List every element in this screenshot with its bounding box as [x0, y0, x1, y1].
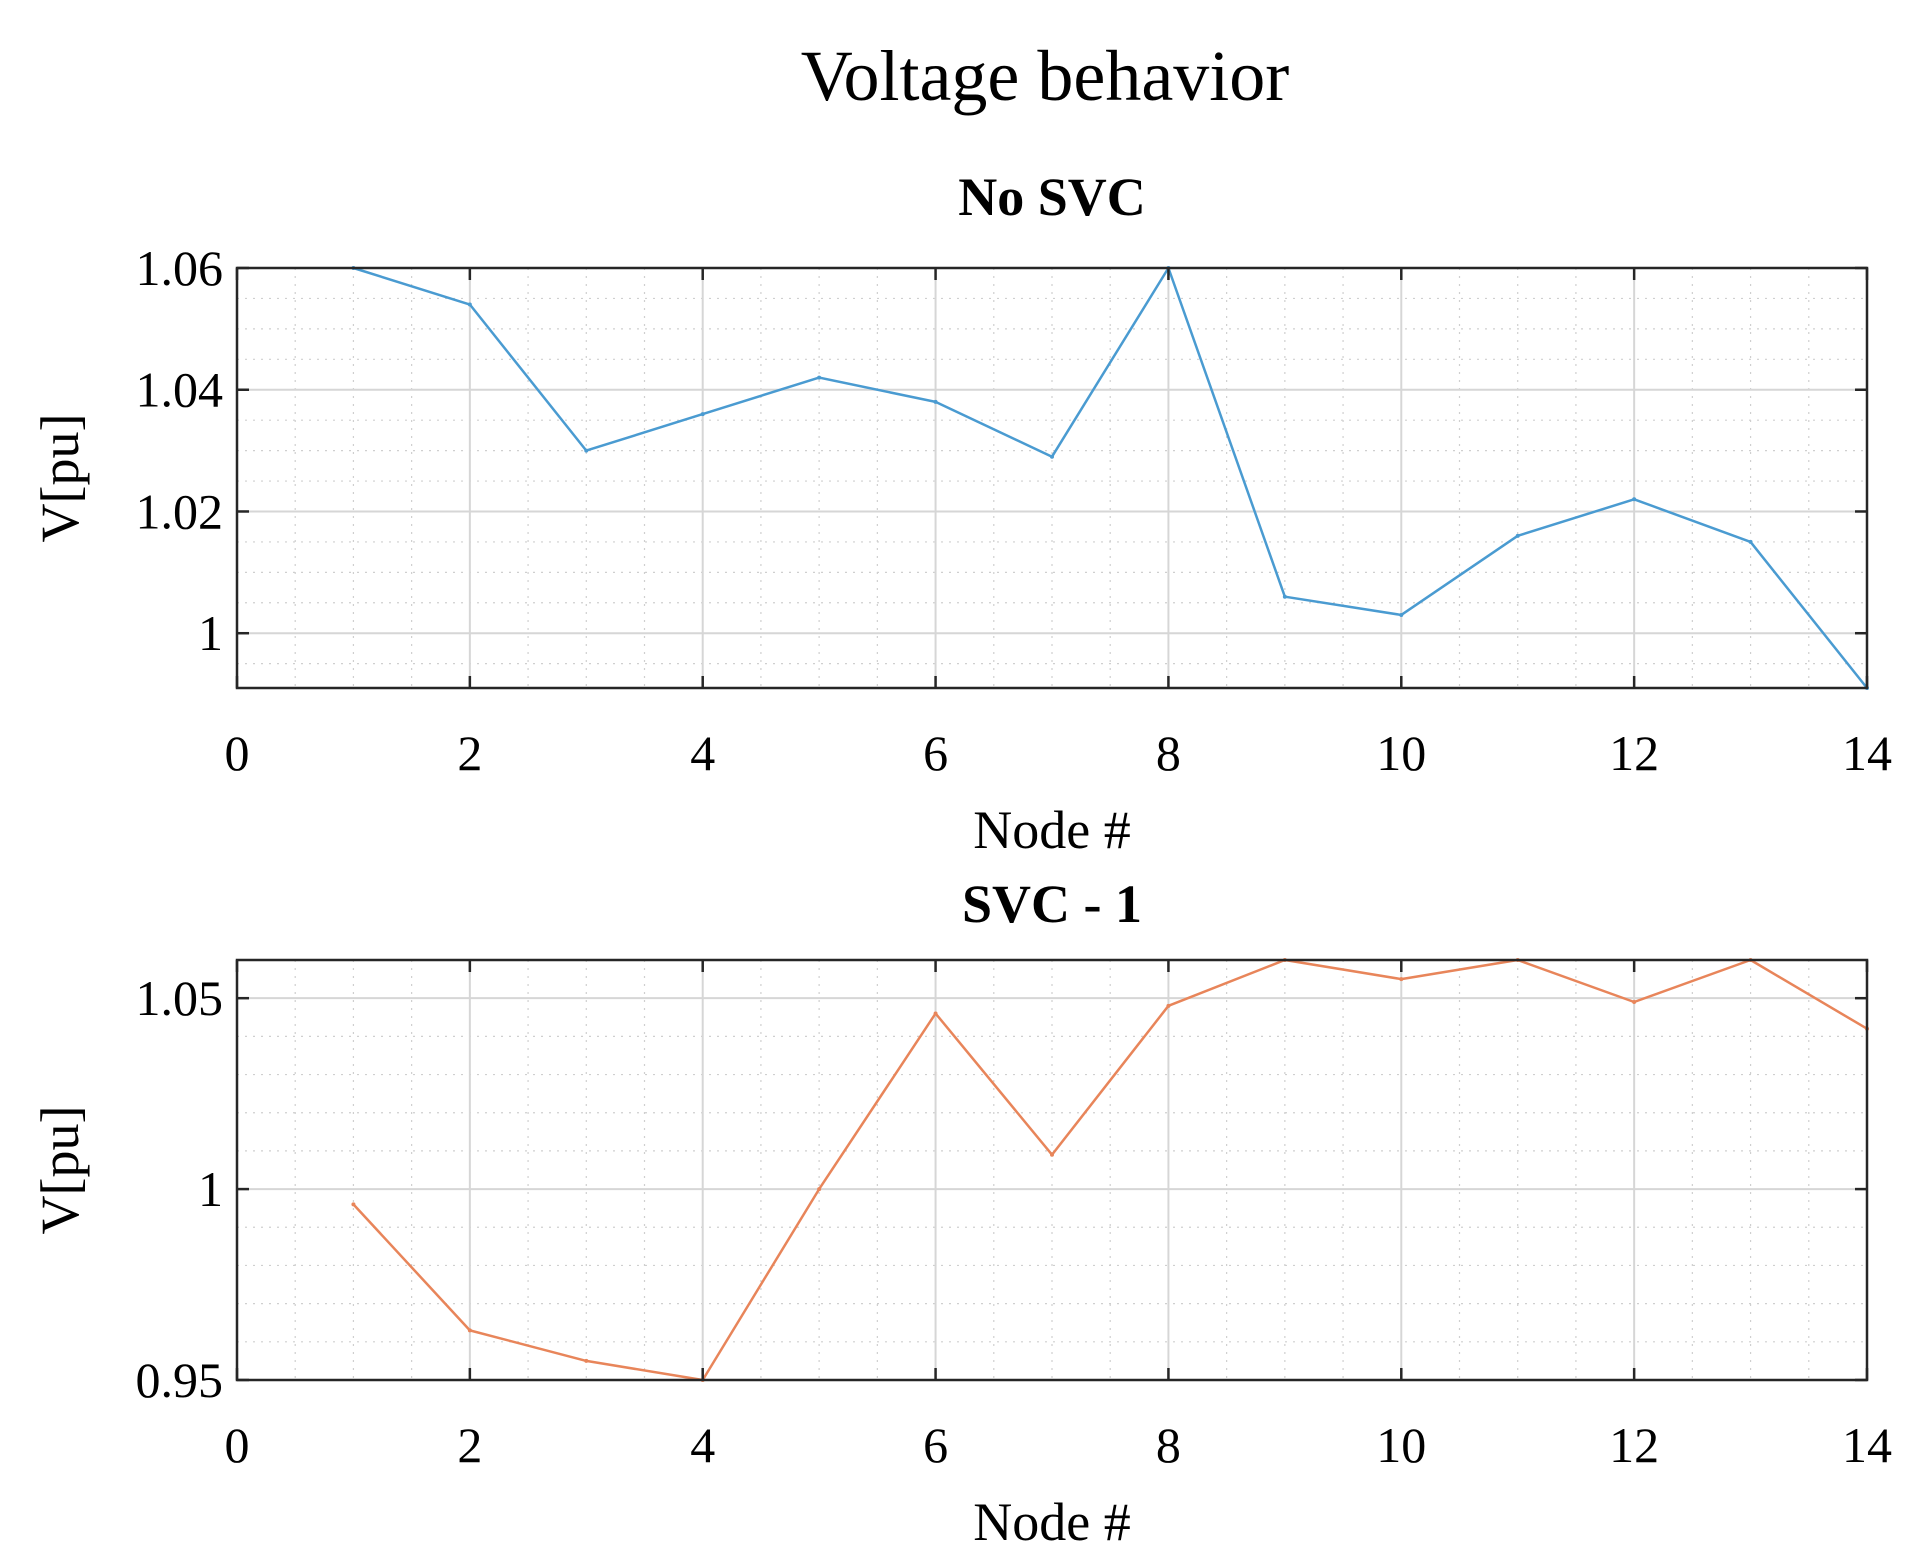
data-point: [1050, 1152, 1054, 1157]
x-tick-label: 6: [923, 725, 948, 781]
data-point: [351, 1202, 356, 1207]
x-tick-label: 2: [457, 1417, 482, 1473]
data-point: [584, 448, 589, 453]
axes-frame: [235, 958, 1869, 1382]
ticks: 0 2 4 6 8 10 12 14 0.95 1 1.05: [136, 960, 1892, 1473]
x-tick-label: 12: [1609, 1417, 1659, 1473]
axes-frame: [235, 266, 1869, 690]
x-tick-label: 0: [225, 1417, 250, 1473]
y-tick-label: 1: [198, 605, 223, 661]
x-tick-label: 10: [1376, 725, 1426, 781]
x-tick-label: 4: [690, 725, 715, 781]
data-point: [1748, 539, 1753, 544]
data-point: [1282, 594, 1287, 599]
data-point: [817, 375, 822, 380]
x-tick-label: 4: [690, 1417, 715, 1473]
x-tick-label: 6: [923, 1417, 948, 1473]
data-point: [700, 412, 705, 417]
data-point: [817, 1187, 822, 1192]
minor-grid: [237, 960, 1867, 1380]
y-tick-label: 1.02: [136, 483, 224, 539]
y-tick-label: 0.95: [136, 1352, 224, 1408]
series-line-1: [353, 266, 1868, 689]
subplot-title: No SVC: [958, 167, 1146, 227]
x-tick-label: 12: [1609, 725, 1659, 781]
x-tick-label: 10: [1376, 1417, 1426, 1473]
subplot-2: 0 2 4 6 8 10 12 14 0.95 1 1.05 SVC - 1 Node # V[pu]: [30, 874, 1892, 1552]
data-point: [1515, 533, 1520, 538]
x-tick-label: 0: [225, 725, 250, 781]
x-axis-label: Node #: [973, 800, 1130, 860]
data-point: [933, 1011, 938, 1016]
subplot-1: 0 2 4 6 8 10 12 14 1 1.02 1.04 1.06 No SVC Node # V[pu…: [30, 167, 1892, 860]
data-point: [467, 1328, 472, 1333]
x-tick-label: 8: [1156, 1417, 1181, 1473]
y-axis-label: V[pu]: [30, 1106, 90, 1235]
x-axis-label: Node #: [973, 1492, 1130, 1552]
y-tick-label: 1.05: [136, 970, 224, 1026]
y-axis-label: V[pu]: [30, 414, 90, 543]
data-point: [1166, 1003, 1171, 1008]
data-point: [1050, 454, 1054, 459]
data-point: [1399, 612, 1404, 617]
data-point: [467, 302, 472, 307]
x-tick-label: 2: [457, 725, 482, 781]
data-point: [1399, 977, 1404, 982]
data-point: [933, 399, 938, 404]
major-grid: [237, 960, 1867, 1380]
ticks: 0 2 4 6 8 10 12 14 1 1.02 1.04 1.06: [136, 240, 1893, 781]
data-point: [1632, 497, 1637, 502]
y-tick-label: 1.04: [136, 362, 224, 418]
data-point: [584, 1358, 589, 1363]
subplot-title: SVC - 1: [962, 874, 1142, 934]
x-tick-label: 14: [1842, 725, 1892, 781]
x-tick-label: 8: [1156, 725, 1181, 781]
x-tick-label: 14: [1842, 1417, 1892, 1473]
data-point: [1632, 1000, 1637, 1004]
y-tick-label: 1: [198, 1161, 223, 1217]
minor-grid: [237, 268, 1867, 688]
figure-title: Voltage behavior: [801, 36, 1290, 116]
y-tick-label: 1.06: [136, 240, 224, 296]
series-line-1: [352, 958, 1868, 1382]
